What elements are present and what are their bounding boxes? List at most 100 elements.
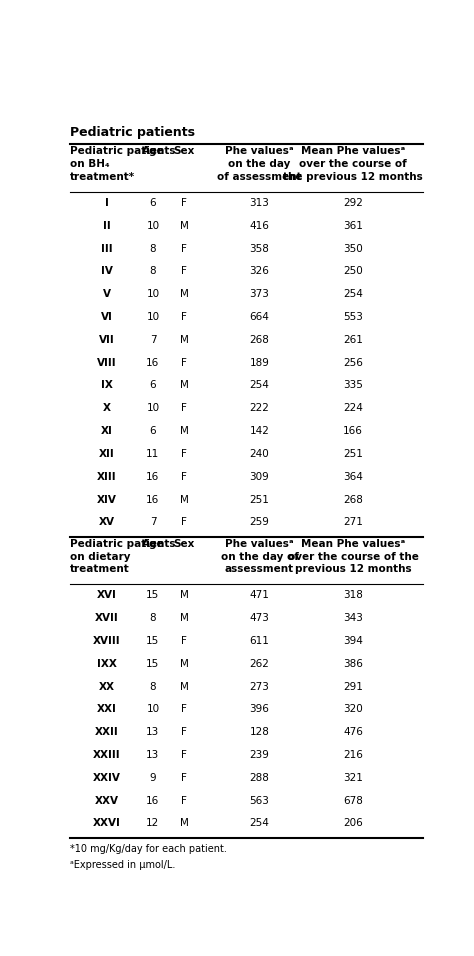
Text: F: F (181, 198, 187, 207)
Text: M: M (180, 494, 189, 505)
Text: M: M (180, 818, 189, 829)
Text: F: F (181, 403, 187, 413)
Text: 416: 416 (249, 221, 269, 230)
Text: Pediatric patients
on dietary
treatment: Pediatric patients on dietary treatment (70, 539, 176, 575)
Text: 291: 291 (343, 682, 363, 691)
Text: 7: 7 (150, 335, 156, 345)
Text: 8: 8 (150, 613, 156, 623)
Text: 16: 16 (146, 494, 160, 505)
Text: 9: 9 (150, 772, 156, 783)
Text: 13: 13 (146, 750, 160, 760)
Text: M: M (180, 659, 189, 668)
Text: 273: 273 (249, 682, 269, 691)
Text: 6: 6 (150, 198, 156, 207)
Text: F: F (181, 705, 187, 714)
Text: 256: 256 (343, 358, 363, 368)
Text: F: F (181, 728, 187, 737)
Text: 288: 288 (249, 772, 269, 783)
Text: 8: 8 (150, 267, 156, 276)
Text: XII: XII (99, 449, 115, 459)
Text: 10: 10 (146, 289, 159, 299)
Text: 251: 251 (249, 494, 269, 505)
Text: F: F (181, 795, 187, 806)
Text: *10 mg/Kg/day for each patient.: *10 mg/Kg/day for each patient. (70, 844, 227, 855)
Text: 224: 224 (343, 403, 363, 413)
Text: 318: 318 (343, 590, 363, 600)
Text: 15: 15 (146, 659, 160, 668)
Text: 358: 358 (249, 244, 269, 253)
Text: F: F (181, 750, 187, 760)
Text: XX: XX (99, 682, 115, 691)
Text: M: M (180, 335, 189, 345)
Text: F: F (181, 636, 187, 646)
Text: 254: 254 (249, 380, 269, 390)
Text: Age: Age (142, 146, 164, 157)
Text: Pediatric patients: Pediatric patients (70, 126, 195, 139)
Text: XVII: XVII (95, 613, 119, 623)
Text: 553: 553 (343, 312, 363, 322)
Text: 10: 10 (146, 403, 159, 413)
Text: ᵃExpressed in μmol/L.: ᵃExpressed in μmol/L. (70, 860, 176, 870)
Text: II: II (103, 221, 111, 230)
Text: 321: 321 (343, 772, 363, 783)
Text: F: F (181, 244, 187, 253)
Text: F: F (181, 449, 187, 459)
Text: 664: 664 (249, 312, 269, 322)
Text: 259: 259 (249, 517, 269, 528)
Text: 10: 10 (146, 221, 159, 230)
Text: III: III (101, 244, 113, 253)
Text: F: F (181, 267, 187, 276)
Text: F: F (181, 312, 187, 322)
Text: 335: 335 (343, 380, 363, 390)
Text: 128: 128 (249, 728, 269, 737)
Text: Phe valuesᵃ
on the day of
assessment: Phe valuesᵃ on the day of assessment (220, 539, 299, 575)
Text: 8: 8 (150, 682, 156, 691)
Text: 16: 16 (146, 795, 160, 806)
Text: VIII: VIII (97, 358, 117, 368)
Text: XXII: XXII (95, 728, 119, 737)
Text: 309: 309 (250, 471, 269, 482)
Text: Pediatric patients
on BH₄
treatment*: Pediatric patients on BH₄ treatment* (70, 146, 176, 182)
Text: Sex: Sex (173, 146, 195, 157)
Text: 268: 268 (249, 335, 269, 345)
Text: 473: 473 (249, 613, 269, 623)
Text: 471: 471 (249, 590, 269, 600)
Text: 216: 216 (343, 750, 363, 760)
Text: 326: 326 (249, 267, 269, 276)
Text: XIV: XIV (97, 494, 117, 505)
Text: 16: 16 (146, 358, 160, 368)
Text: 350: 350 (343, 244, 363, 253)
Text: IXX: IXX (97, 659, 117, 668)
Text: 364: 364 (343, 471, 363, 482)
Text: 611: 611 (249, 636, 269, 646)
Text: 251: 251 (343, 449, 363, 459)
Text: XVIII: XVIII (93, 636, 121, 646)
Text: Mean Phe valuesᵃ
over the course of the
previous 12 months: Mean Phe valuesᵃ over the course of the … (288, 539, 419, 575)
Text: XXI: XXI (97, 705, 117, 714)
Text: 11: 11 (146, 449, 160, 459)
Text: 271: 271 (343, 517, 363, 528)
Text: 396: 396 (249, 705, 269, 714)
Text: 10: 10 (146, 312, 159, 322)
Text: M: M (180, 289, 189, 299)
Text: 292: 292 (343, 198, 363, 207)
Text: 250: 250 (343, 267, 363, 276)
Text: VI: VI (101, 312, 113, 322)
Text: M: M (180, 682, 189, 691)
Text: IX: IX (101, 380, 113, 390)
Text: 373: 373 (249, 289, 269, 299)
Text: M: M (180, 221, 189, 230)
Text: V: V (103, 289, 111, 299)
Text: 343: 343 (343, 613, 363, 623)
Text: 386: 386 (343, 659, 363, 668)
Text: 320: 320 (343, 705, 363, 714)
Text: 12: 12 (146, 818, 160, 829)
Text: 15: 15 (146, 636, 160, 646)
Text: 394: 394 (343, 636, 363, 646)
Text: 240: 240 (250, 449, 269, 459)
Text: 6: 6 (150, 426, 156, 436)
Text: F: F (181, 517, 187, 528)
Text: 16: 16 (146, 471, 160, 482)
Text: 261: 261 (343, 335, 363, 345)
Text: M: M (180, 380, 189, 390)
